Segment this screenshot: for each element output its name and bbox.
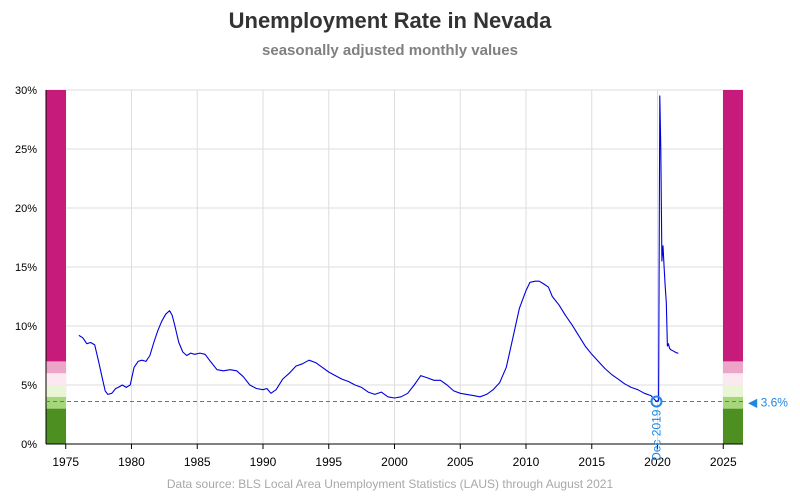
x-tick-label: 1990 [250,455,277,469]
x-tick-label: 2020 [644,455,671,469]
y-tick-label: 5% [21,380,37,392]
right-scale-band [723,361,743,374]
chart-title: Unemployment Rate in Nevada [228,8,552,33]
left-scale-band [46,361,66,374]
reference-line-label: ◀ 3.6% [748,396,788,410]
y-tick-label: 10% [15,321,37,333]
y-tick-label: 20% [15,203,37,215]
right-scale-band [723,408,743,444]
x-tick-label: 2005 [447,455,474,469]
x-tick-label: 2010 [513,455,540,469]
x-tick-label: 2025 [710,455,737,469]
series-line [78,95,679,403]
y-tick-label: 25% [15,144,37,156]
right-scale-band [723,396,743,409]
grid-lines [46,89,743,445]
series-group [78,95,679,403]
chart-subtitle: seasonally adjusted monthly values [262,42,518,59]
right-scale-band [723,373,743,385]
reference-line-group: ◀ 3.6% [46,396,788,410]
marker-circle [650,395,663,408]
x-tick-label: 1975 [52,455,79,469]
data-source-note: Data source: BLS Local Area Unemployment… [166,477,614,491]
marker-label: Dec 2019 [649,409,663,461]
x-tick-label: 1980 [118,455,145,469]
left-scale-band [46,373,66,385]
x-tick-label: 2000 [381,455,408,469]
y-tick-label: 15% [15,262,37,274]
left-scale-band [46,385,66,397]
left-scale-band [46,396,66,409]
x-tick-label: 1985 [184,455,211,469]
marker-group: Dec 2019 [649,395,663,461]
x-tick-label: 2015 [578,455,605,469]
right-scale-band [723,385,743,397]
left-scale-band [46,90,66,362]
axes: 0% 5% 10% 15% 20% 25% 30% 1975 1980 1985 1990 1995 2… [15,85,743,469]
y-tick-label: 0% [21,439,37,451]
color-scale-bands [46,90,743,444]
y-tick-label: 30% [15,85,37,97]
x-tick-label: 1995 [315,455,342,469]
right-scale-band [723,90,743,362]
left-scale-band [46,408,66,444]
